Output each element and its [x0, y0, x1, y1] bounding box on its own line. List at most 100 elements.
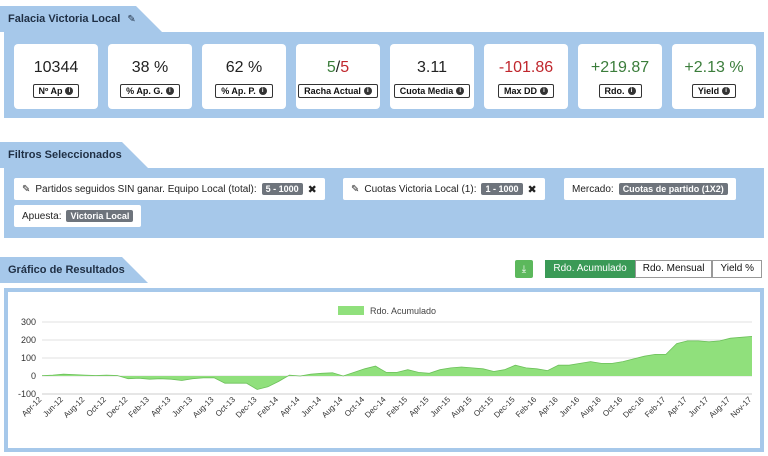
x-tick-label: Feb-13: [127, 395, 152, 420]
download-button[interactable]: ⤓: [515, 260, 533, 278]
info-icon: i: [258, 87, 267, 95]
stat-card-result: +219.87 Rdo. i: [578, 44, 662, 109]
stat-value: 3.11: [417, 59, 447, 76]
x-tick-label: Jun-13: [170, 395, 194, 419]
streak-win: 5: [326, 59, 336, 76]
stat-value: +219.87: [590, 59, 650, 76]
page-title: Falacia Victoria Local: [8, 13, 121, 25]
stat-card-streak: 5/5 Racha Actual i: [296, 44, 380, 109]
filter-chip: ✎ Partidos seguidos SIN ganar. Equipo Lo…: [14, 178, 325, 200]
stat-label-button[interactable]: Nº Ap i: [32, 84, 80, 98]
info-icon: i: [65, 87, 74, 95]
download-icon: ⤓: [521, 263, 527, 275]
x-tick-label: Dec-15: [492, 395, 517, 420]
legend-swatch: [338, 306, 364, 315]
stat-card-win-pct: 38 % % Ap. G. i: [108, 44, 192, 109]
filters-tab: Filtros Seleccionados: [0, 142, 148, 168]
y-tick-label: 100: [21, 353, 36, 363]
filters-title: Filtros Seleccionados: [8, 149, 122, 161]
filter-chip: Mercado: Cuotas de partido (1X2): [564, 178, 736, 200]
stat-value: 38 %: [131, 59, 169, 76]
x-tick-label: Apr-13: [149, 395, 173, 419]
streak-loss: 5: [340, 59, 350, 76]
stat-value: 10344: [33, 59, 79, 76]
results-chart: -1000100200300Apr-12Jun-12Aug-12Oct-12De…: [18, 306, 754, 420]
tab-rdo-acumulado[interactable]: Rdo. Acumulado: [545, 260, 635, 278]
x-tick-label: Aug-15: [449, 395, 474, 420]
filter-text: Partidos seguidos SIN ganar. Equipo Loca…: [35, 183, 257, 195]
info-icon: i: [627, 87, 636, 95]
x-tick-label: Aug-16: [578, 395, 603, 420]
x-tick-label: Aug-17: [707, 395, 732, 420]
x-tick-label: Feb-15: [385, 395, 410, 420]
chart-panel: -100 0 100 200 300 Apr-12 Jun-12 Aug-12 Oct-12 De…: [4, 288, 764, 452]
x-tick-label: Oct-14: [343, 395, 367, 419]
filter-badge: 5 - 1000: [261, 183, 303, 195]
x-tick-label: Dec-13: [234, 395, 259, 420]
header-tab: Falacia Victoria Local ✎: [0, 6, 162, 32]
info-icon: i: [722, 87, 731, 95]
chart-mode-tabs: Rdo. Acumulado Rdo. Mensual Yield %: [545, 260, 762, 278]
x-tick-label: Jun-12: [41, 395, 65, 419]
filter-chip: ✎ Cuotas Victoria Local (1): 1 - 1000 ✖: [343, 178, 545, 200]
x-tick-label: Apr-14: [278, 395, 302, 419]
stat-value: 5/5: [327, 58, 349, 78]
stats-row: 10344 Nº Ap i 38 % % Ap. G. i 62 % % Ap. P…: [14, 44, 756, 109]
stat-card-avg-odds: 3.11 Cuota Media i: [390, 44, 474, 109]
stat-value: -101.86: [498, 59, 554, 76]
y-tick-label: 300: [21, 317, 36, 327]
y-tick-label: 0: [31, 371, 36, 381]
tab-rdo-mensual[interactable]: Rdo. Mensual: [634, 260, 713, 278]
streak-sep: /: [335, 59, 341, 76]
info-icon: i: [456, 87, 465, 95]
stat-label-button[interactable]: % Ap. G. i: [120, 84, 180, 98]
x-tick-label: Jun-16: [558, 395, 582, 419]
filter-badge: Victoria Local: [66, 210, 134, 222]
x-tick-label: Aug-12: [62, 395, 87, 420]
filter-badge: Cuotas de partido (1X2): [618, 183, 728, 195]
stat-value: +2.13 %: [684, 59, 744, 76]
remove-filter-icon[interactable]: ✖: [307, 183, 317, 196]
results-tab: Gráfico de Resultados: [0, 257, 148, 283]
x-tick-label: Jun-15: [429, 395, 453, 419]
x-tick-label: Aug-13: [191, 395, 216, 420]
filter-badge: 1 - 1000: [481, 183, 523, 195]
stat-card-loss-pct: 62 % % Ap. P. i: [202, 44, 286, 109]
y-tick-label: -100: [18, 389, 36, 399]
stat-value: 62 %: [225, 59, 263, 76]
filter-chip: Apuesta: Victoria Local: [14, 205, 142, 227]
y-tick-label: 200: [21, 335, 36, 345]
x-tick-label: Aug-14: [320, 395, 345, 420]
x-tick-label: Apr-16: [536, 395, 560, 419]
info-icon: i: [540, 87, 548, 95]
pencil-icon[interactable]: ✎: [351, 183, 360, 195]
series-line: [41, 336, 753, 390]
stat-label-button[interactable]: % Ap. P. i: [215, 84, 273, 98]
stat-card-num-bets: 10344 Nº Ap i: [14, 44, 98, 109]
info-icon: i: [363, 87, 372, 95]
x-tick-label: Oct-16: [601, 395, 625, 419]
stat-label-button[interactable]: Yield i: [691, 84, 737, 98]
stat-card-yield: +2.13 % Yield i: [672, 44, 756, 109]
stat-label-button[interactable]: Cuota Media i: [393, 84, 471, 98]
x-tick-label: Feb-16: [514, 395, 539, 420]
x-tick-label: Feb-14: [256, 395, 281, 420]
stat-label-button[interactable]: Max DD i: [497, 84, 554, 98]
x-tick-label: Dec-12: [105, 395, 130, 420]
stat-label-button[interactable]: Racha Actual i: [298, 84, 378, 98]
remove-filter-icon[interactable]: ✖: [527, 183, 537, 196]
chart-area: -100 0 100 200 300 Apr-12 Jun-12 Aug-12 Oct-12 De…: [8, 292, 760, 448]
pencil-icon[interactable]: ✎: [22, 183, 31, 195]
legend-label: Rdo. Acumulado: [370, 306, 436, 316]
filter-text: Mercado:: [572, 183, 614, 195]
x-tick-label: Dec-16: [621, 395, 646, 420]
x-tick-label: Nov-17: [729, 395, 754, 420]
x-tick-label: Apr-15: [407, 395, 431, 419]
filter-text: Apuesta:: [22, 210, 62, 222]
stat-label-button[interactable]: Rdo. i: [598, 84, 642, 98]
pencil-icon[interactable]: ✎: [127, 14, 136, 25]
x-tick-label: Jun-14: [299, 395, 323, 419]
tab-yield[interactable]: Yield %: [712, 260, 762, 278]
x-tick-label: Oct-12: [85, 395, 109, 419]
